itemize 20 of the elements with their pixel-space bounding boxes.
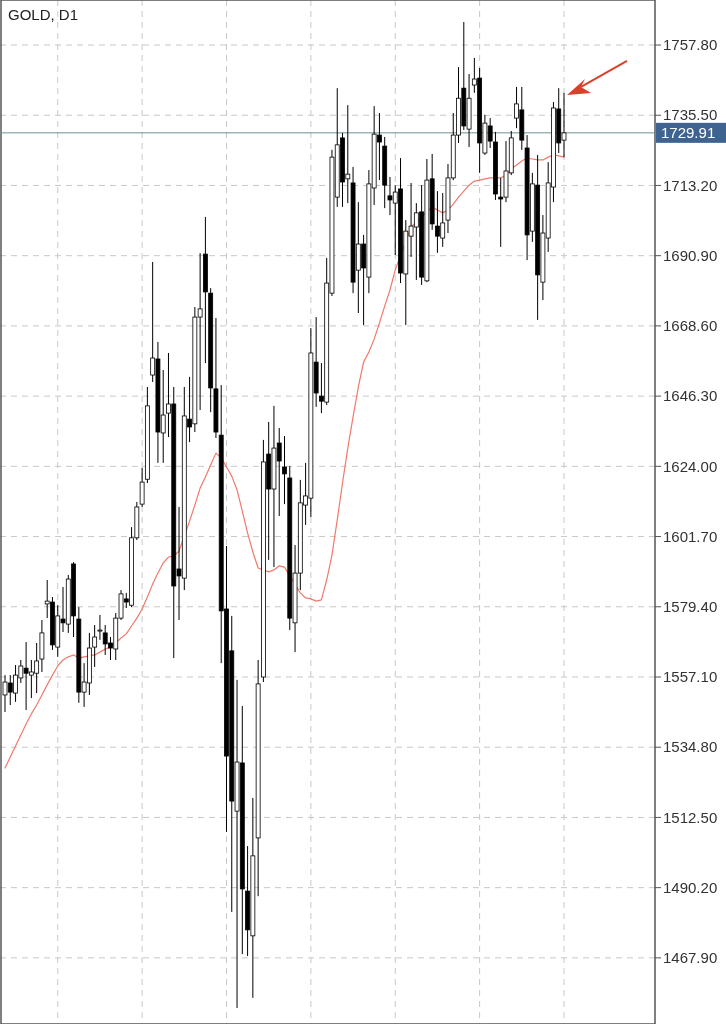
y-tick-label: 1512.50 [663,808,718,826]
y-tick-label: 1713.20 [663,176,718,194]
line-series [4,154,565,769]
y-tick-label: 1646.30 [663,387,718,405]
y-tick-label: 1757.80 [663,36,718,54]
y-tick-label: 1579.40 [663,598,718,616]
y-tick-label: 1490.20 [663,878,718,896]
y-tick-label: 1735.50 [663,106,718,124]
ref-line-label: 1729.91 [661,124,716,142]
y-tick-label: 1557.10 [663,668,718,686]
y-tick-label: 1624.00 [663,457,718,475]
y-tick-label: 1690.90 [663,246,718,264]
y-tick-label: 1601.70 [663,527,718,545]
candlestick [97,614,103,641]
chart-title: GOLD, D1 [8,6,79,23]
y-tick-label: 1668.60 [663,317,718,335]
candlestick [282,435,287,505]
y-tick-label: 1534.80 [663,738,718,756]
candlestick [139,467,145,508]
y-tick-label: 1467.90 [663,949,718,967]
